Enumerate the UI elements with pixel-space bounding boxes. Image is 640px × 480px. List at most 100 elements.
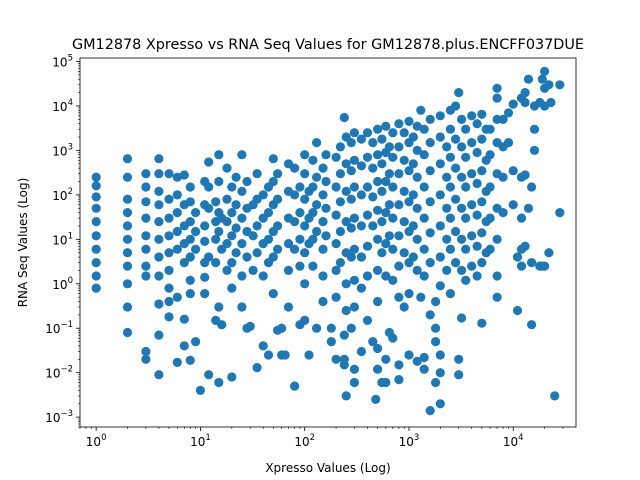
data-point (283, 265, 294, 275)
data-point (91, 283, 101, 293)
data-point (263, 350, 274, 360)
data-point (204, 370, 214, 380)
data-point (349, 182, 359, 192)
y-axis-label: RNA Seq Values (Log) (16, 178, 30, 308)
data-point (308, 234, 318, 244)
data-point (179, 314, 189, 324)
data-point (540, 66, 550, 76)
data-point (394, 119, 404, 129)
data-point (346, 138, 356, 148)
data-point (154, 186, 164, 196)
data-point (122, 154, 133, 164)
data-point (529, 145, 540, 155)
data-point (373, 176, 383, 187)
data-point (546, 97, 556, 108)
data-point (425, 166, 435, 176)
data-point (122, 194, 133, 204)
data-point (308, 261, 318, 271)
data-point (435, 190, 445, 200)
data-point (419, 182, 429, 192)
data-point (457, 313, 467, 323)
data-point (258, 190, 268, 200)
data-point (381, 121, 391, 131)
data-point (394, 292, 404, 302)
data-point (445, 124, 455, 134)
data-point (381, 271, 391, 281)
data-point (520, 241, 530, 251)
data-point (394, 169, 404, 179)
data-point (381, 208, 391, 218)
data-point (164, 169, 174, 179)
data-point (435, 350, 445, 360)
data-point (248, 231, 258, 241)
data-point (217, 320, 227, 330)
data-point (523, 203, 534, 213)
data-point (498, 172, 508, 182)
data-point (321, 150, 331, 160)
data-point (477, 166, 487, 176)
data-point (435, 399, 445, 409)
data-point (227, 283, 237, 293)
data-point (341, 217, 351, 227)
data-point (308, 208, 318, 218)
data-point (280, 350, 290, 360)
data-point (258, 271, 268, 281)
data-point (381, 354, 391, 364)
data-point (252, 221, 262, 231)
data-point (290, 163, 300, 173)
data-point (461, 213, 471, 223)
data-point (485, 150, 495, 160)
data-point (454, 354, 464, 364)
data-point (341, 186, 351, 196)
data-point (384, 231, 394, 241)
data-point (339, 330, 349, 340)
data-point (141, 271, 151, 281)
data-point (185, 275, 195, 285)
data-point (300, 315, 310, 325)
data-point (492, 271, 502, 281)
data-point (404, 289, 414, 299)
data-point (373, 124, 383, 134)
data-point (349, 364, 359, 374)
data-point (200, 289, 210, 299)
data-point (512, 305, 523, 316)
data-point (172, 357, 182, 367)
data-point (445, 182, 455, 192)
data-point (154, 217, 164, 227)
data-point (326, 323, 336, 333)
data-point (204, 252, 214, 262)
data-point (384, 200, 394, 210)
data-point (431, 323, 441, 333)
data-point (191, 208, 201, 218)
data-point (516, 213, 527, 223)
data-point (445, 152, 455, 162)
data-point (122, 172, 133, 182)
data-point (154, 299, 164, 309)
data-point (457, 234, 467, 244)
data-point (300, 194, 310, 204)
data-point (222, 239, 232, 249)
data-point (349, 302, 359, 312)
data-point (373, 364, 383, 374)
data-point (245, 321, 255, 331)
data-point (435, 252, 445, 262)
data-point (200, 272, 210, 282)
data-point (467, 200, 477, 210)
data-point (252, 363, 262, 373)
data-point (185, 252, 195, 262)
data-point (318, 244, 328, 254)
data-point (141, 169, 151, 179)
data-point (290, 217, 300, 227)
data-point (412, 172, 422, 182)
data-point (477, 197, 487, 207)
data-point (300, 248, 310, 258)
data-point (485, 213, 495, 223)
data-point (399, 186, 409, 196)
data-point (154, 234, 164, 244)
data-point (371, 394, 381, 404)
data-point (335, 169, 345, 179)
data-point (451, 101, 461, 111)
data-point (154, 330, 164, 340)
data-point (419, 213, 429, 223)
